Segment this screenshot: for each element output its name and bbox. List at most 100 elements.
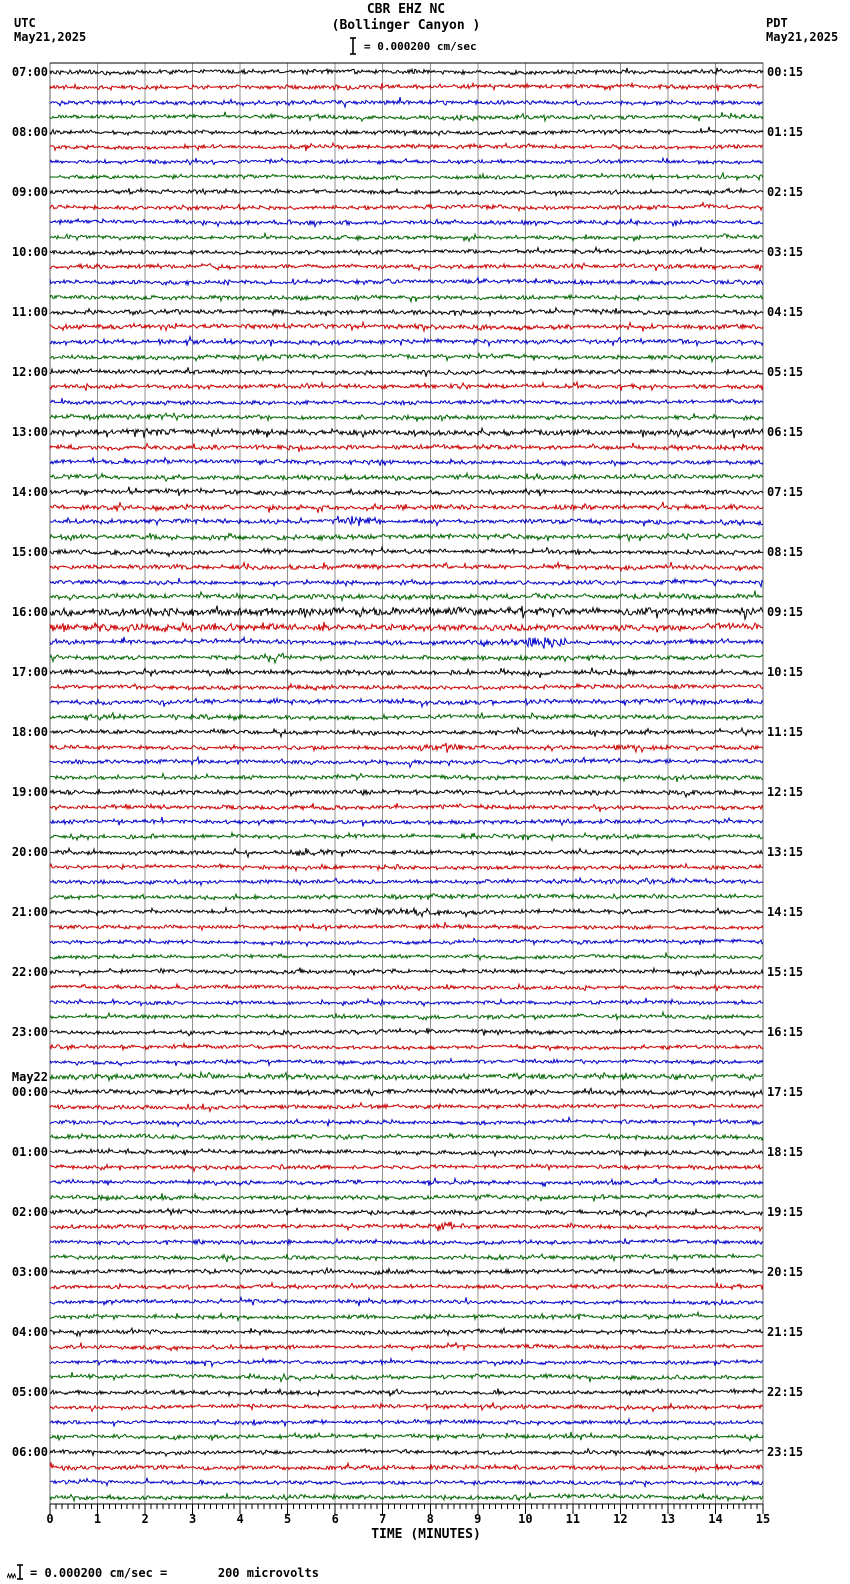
right-date: May21,2025 bbox=[766, 30, 839, 44]
x-axis-tick-label: 3 bbox=[188, 1512, 197, 1526]
trace-row-87 bbox=[49, 1372, 764, 1384]
waveform-icon bbox=[7, 1572, 16, 1580]
utc-time-label: 15:00 bbox=[11, 545, 48, 559]
trace-row-29 bbox=[49, 501, 764, 513]
x-axis-tick-label: 11 bbox=[565, 1512, 581, 1526]
pdt-time-label: 03:15 bbox=[767, 245, 804, 259]
pdt-time-label: 12:15 bbox=[767, 785, 804, 799]
trace-row-31 bbox=[49, 531, 764, 543]
trace-row-26 bbox=[49, 456, 764, 468]
trace-row-79 bbox=[49, 1252, 764, 1263]
trace-row-3 bbox=[49, 111, 764, 123]
trace-row-22 bbox=[49, 397, 764, 407]
trace-row-17 bbox=[49, 320, 764, 334]
utc-time-label: 06:00 bbox=[11, 1445, 48, 1459]
trace-row-73 bbox=[49, 1162, 764, 1174]
trace-row-1400 bbox=[49, 486, 764, 497]
utc-time-label: 16:00 bbox=[11, 605, 48, 619]
trace-row-81 bbox=[49, 1280, 764, 1291]
station-subtitle: (Bollinger Canyon ) bbox=[331, 18, 481, 33]
scale-bar-icon bbox=[17, 1564, 23, 1580]
trace-row-0900 bbox=[49, 186, 764, 198]
utc-time-label: 09:00 bbox=[11, 185, 48, 199]
utc-time-label: May22 bbox=[11, 1070, 48, 1084]
station-title: CBR EHZ NC bbox=[366, 2, 446, 17]
pdt-time-label: 06:15 bbox=[767, 425, 804, 439]
trace-row-15 bbox=[49, 293, 764, 304]
trace-row-1900 bbox=[49, 788, 764, 799]
trace-row-77 bbox=[49, 1221, 764, 1233]
header-right: PDT May21,2025 bbox=[766, 16, 838, 44]
utc-time-label: 17:00 bbox=[11, 665, 48, 679]
trace-row-19 bbox=[49, 352, 764, 364]
trace-row-89 bbox=[49, 1400, 764, 1413]
utc-time-label: 07:00 bbox=[11, 65, 48, 79]
trace-row-82 bbox=[49, 1295, 764, 1307]
trace-row-33 bbox=[49, 560, 764, 573]
trace-row-41 bbox=[49, 682, 764, 692]
pdt-time-label: 22:15 bbox=[767, 1385, 804, 1399]
utc-time-label: 11:00 bbox=[11, 305, 48, 319]
utc-time-label: 10:00 bbox=[11, 245, 48, 259]
footer-scale-note: = 0.000200 cm/sec = 200 microvolts bbox=[7, 1556, 319, 1580]
x-axis-tick-label: 6 bbox=[331, 1512, 339, 1526]
trace-row-9 bbox=[49, 200, 764, 213]
pdt-time-label: 19:15 bbox=[767, 1205, 804, 1219]
utc-time-label: 14:00 bbox=[11, 485, 48, 499]
utc-time-label: 03:00 bbox=[11, 1265, 48, 1279]
trace-row-91 bbox=[49, 1431, 764, 1443]
x-axis-tick-label: 0 bbox=[46, 1512, 54, 1526]
trace-row-46 bbox=[49, 755, 764, 769]
trace-row-2300 bbox=[49, 1027, 764, 1037]
scale-bar-icon bbox=[350, 37, 356, 55]
trace-row-1100 bbox=[49, 306, 764, 318]
trace-row-0200 bbox=[49, 1207, 764, 1218]
trace-row-49 bbox=[49, 802, 764, 813]
trace-row-5 bbox=[49, 141, 764, 152]
trace-row-7 bbox=[49, 171, 764, 182]
trace-row-86 bbox=[49, 1356, 764, 1369]
trace-row-2100 bbox=[49, 905, 764, 919]
utc-time-label: 05:00 bbox=[11, 1385, 48, 1399]
x-axis-tick-label: 4 bbox=[236, 1512, 244, 1526]
trace-row-6 bbox=[49, 156, 764, 166]
pdt-time-label: 08:15 bbox=[767, 545, 804, 559]
trace-row-55 bbox=[49, 891, 764, 901]
trace-row-13 bbox=[49, 261, 764, 272]
trace-row-1700 bbox=[49, 667, 764, 679]
trace-row-1 bbox=[49, 81, 764, 92]
trace-row-34 bbox=[49, 577, 764, 589]
amplitude-scale: = 0.000200 cm/sec bbox=[349, 36, 477, 56]
trace-row-2000 bbox=[49, 846, 764, 859]
trace-row-30 bbox=[49, 515, 764, 528]
trace-row-66 bbox=[49, 1057, 764, 1068]
utc-time-label: 18:00 bbox=[11, 725, 48, 739]
trace-row-0400 bbox=[49, 1326, 764, 1338]
utc-time-label: 12:00 bbox=[11, 365, 48, 379]
utc-time-label: 04:00 bbox=[11, 1325, 48, 1339]
trace-row-2200 bbox=[49, 966, 764, 978]
trace-row-0500 bbox=[49, 1387, 764, 1398]
pdt-time-label: 04:15 bbox=[767, 305, 804, 319]
utc-time-label: 19:00 bbox=[11, 785, 48, 799]
x-axis-tick-label: 15 bbox=[755, 1512, 771, 1526]
left-date: May21,2025 bbox=[14, 30, 87, 44]
trace-row-1600 bbox=[49, 605, 764, 622]
trace-row-53 bbox=[49, 862, 764, 873]
trace-row-94 bbox=[49, 1476, 764, 1489]
x-axis-tick-label: 13 bbox=[660, 1512, 676, 1526]
trace-row-45 bbox=[49, 742, 764, 754]
trace-row-90 bbox=[49, 1416, 764, 1427]
utc-time-label: 13:00 bbox=[11, 425, 48, 439]
pdt-time-label: 16:15 bbox=[767, 1025, 804, 1039]
pdt-time-label: 13:15 bbox=[767, 845, 804, 859]
trace-row-2 bbox=[49, 96, 764, 109]
pdt-time-label: 07:15 bbox=[767, 485, 804, 499]
trace-row-21 bbox=[49, 380, 764, 392]
utc-time-label: 02:00 bbox=[11, 1205, 48, 1219]
trace-row-39 bbox=[49, 652, 764, 665]
trace-row-61 bbox=[49, 982, 764, 992]
x-axis-tick-label: 1 bbox=[93, 1512, 102, 1526]
trace-row-23 bbox=[49, 411, 764, 423]
